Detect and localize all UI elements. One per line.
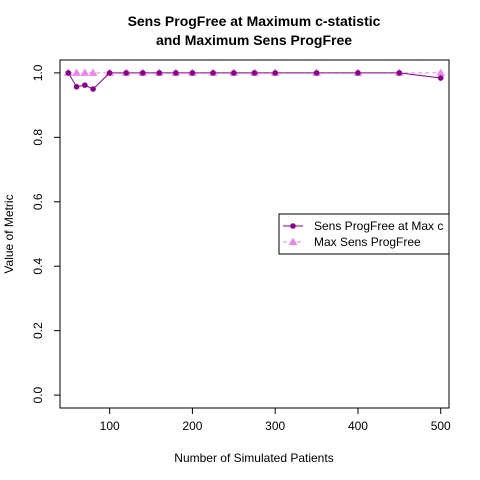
data-point-sens-at-max-c [190, 70, 196, 76]
legend-label-max-sens: Max Sens ProgFree [314, 235, 421, 249]
data-point-sens-at-max-c [74, 84, 80, 90]
data-point-sens-at-max-c [272, 70, 278, 76]
y-tick-label: 0.0 [31, 386, 45, 403]
legend: Sens ProgFree at Max c Max Sens ProgFree [279, 214, 449, 254]
chart-title-line-2: and Maximum Sens ProgFree [156, 32, 352, 48]
y-tick-label: 1.0 [31, 64, 45, 81]
data-point-sens-at-max-c [82, 82, 88, 88]
y-tick-label: 0.4 [31, 258, 45, 275]
data-point-sens-at-max-c [231, 70, 237, 76]
x-tick-label: 200 [182, 419, 202, 433]
x-tick-label: 400 [348, 419, 368, 433]
data-point-sens-at-max-c [123, 70, 129, 76]
data-point-sens-at-max-c [314, 70, 320, 76]
y-tick-label: 0.6 [31, 193, 45, 210]
y-axis-label: Value of Metric [2, 194, 16, 273]
data-point-sens-at-max-c [107, 70, 113, 76]
legend-marker-circle [290, 223, 296, 229]
data-point-sens-at-max-c [140, 70, 146, 76]
data-point-sens-at-max-c [355, 70, 361, 76]
legend-label-sens-at-max-c: Sens ProgFree at Max c [314, 219, 443, 233]
data-point-sens-at-max-c [210, 70, 216, 76]
x-tick-label: 500 [431, 419, 451, 433]
data-point-sens-at-max-c [397, 70, 403, 76]
data-point-sens-at-max-c [90, 86, 96, 92]
data-point-sens-at-max-c [157, 70, 163, 76]
x-tick-label: 300 [265, 419, 285, 433]
y-tick-label: 0.2 [31, 322, 45, 339]
data-point-sens-at-max-c [173, 70, 179, 76]
data-point-sens-at-max-c [252, 70, 258, 76]
chart-title-line-1: Sens ProgFree at Maximum c-statistic [128, 13, 381, 29]
data-point-sens-at-max-c [65, 70, 71, 76]
y-tick-label: 0.8 [31, 129, 45, 146]
x-axis-label: Number of Simulated Patients [174, 451, 333, 465]
x-tick-label: 100 [100, 419, 120, 433]
data-point-sens-at-max-c [438, 75, 444, 81]
